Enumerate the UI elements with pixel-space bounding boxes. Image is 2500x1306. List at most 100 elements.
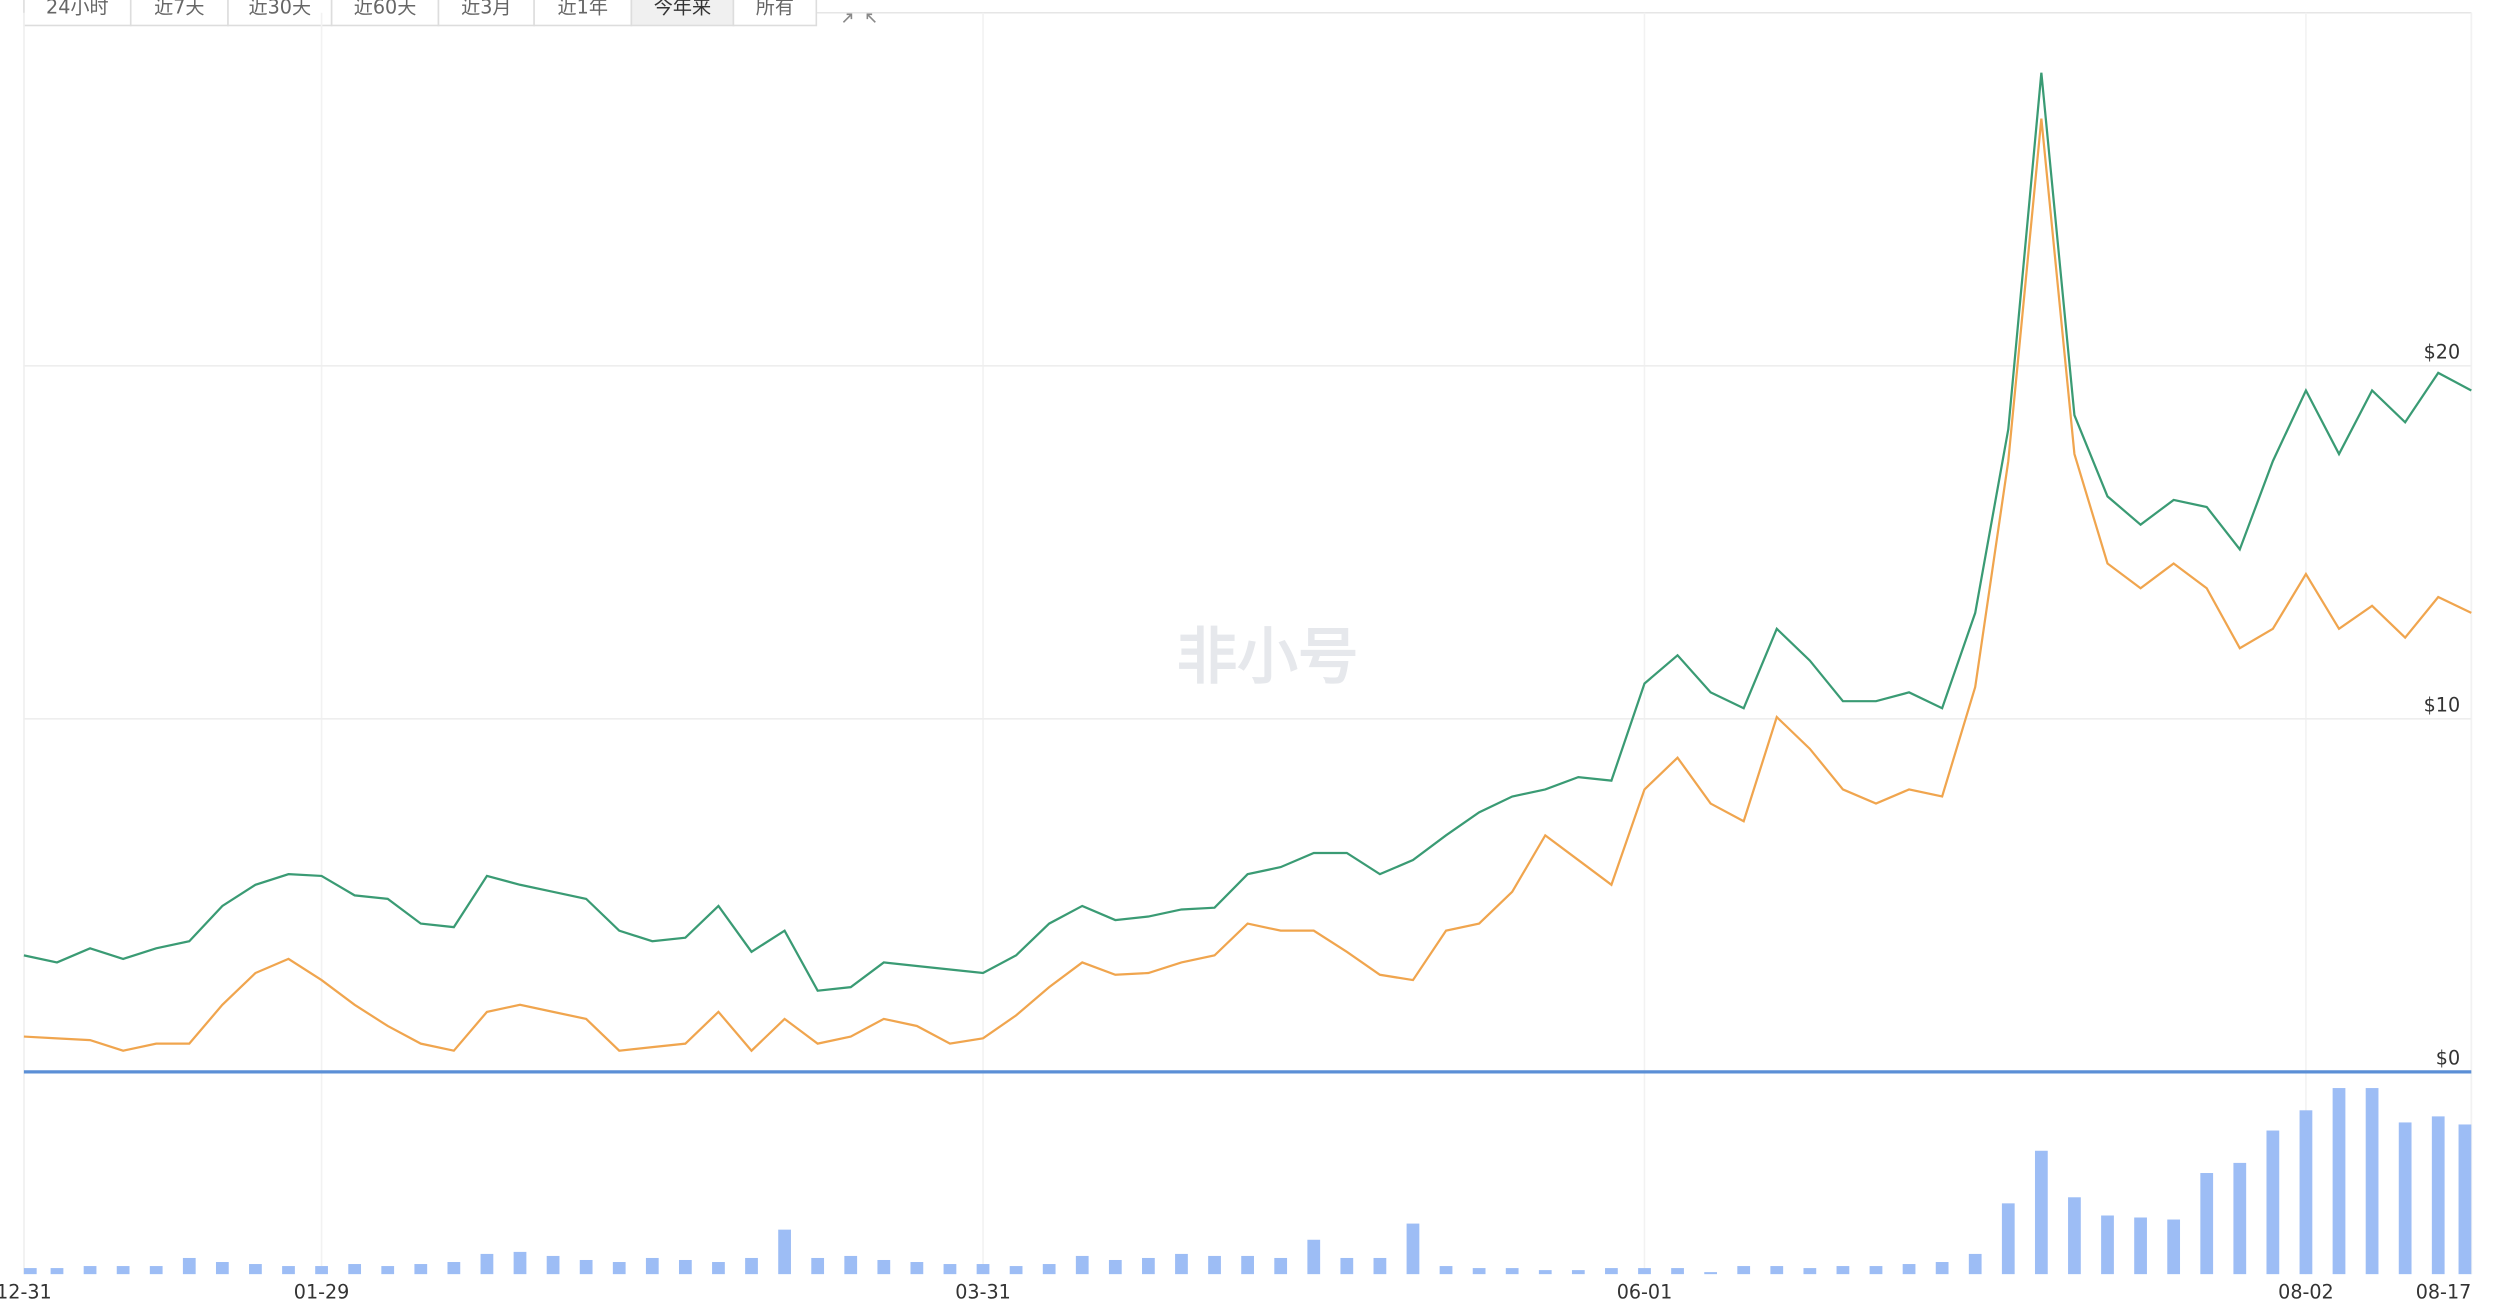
volume-bar	[1009, 1266, 1023, 1275]
x-tick-label: 08-17	[2416, 1281, 2472, 1304]
volume-bar	[645, 1257, 659, 1275]
tab-bg[interactable]	[227, 0, 333, 27]
volume-bar	[1803, 1268, 1817, 1275]
tab-bg[interactable]	[533, 0, 633, 27]
volume-bar	[1208, 1255, 1221, 1275]
volume-bar	[1605, 1268, 1618, 1275]
volume-bar	[2398, 1122, 2412, 1275]
volume-bar	[1472, 1268, 1486, 1275]
volume-bar	[215, 1262, 229, 1275]
volume-bar	[2365, 1088, 2379, 1275]
volume-bar	[1274, 1257, 1288, 1275]
volume-bar	[447, 1262, 461, 1275]
y-tick-label: $10	[2424, 694, 2461, 717]
range-tab[interactable]: 近1年	[533, 0, 633, 27]
volume-bar	[414, 1264, 428, 1275]
range-tab[interactable]: 近7天	[129, 0, 229, 27]
volume-bar	[116, 1266, 130, 1275]
line-series	[23, 118, 2472, 1053]
x-tick-label: 01-29	[294, 1281, 350, 1304]
volume-bar	[315, 1266, 328, 1275]
volume-bar	[2034, 1150, 2048, 1275]
volume-bar	[811, 1257, 825, 1275]
tab-label[interactable]: 近3月	[461, 0, 511, 18]
tab-bg[interactable]	[437, 0, 535, 27]
volume-bar	[2134, 1217, 2147, 1275]
volume-bar	[2001, 1203, 2015, 1275]
volume-bar	[778, 1229, 791, 1275]
tab-label[interactable]: 所有	[756, 0, 794, 18]
tab-label[interactable]: 近7天	[154, 0, 204, 18]
tab-bg[interactable]	[732, 0, 818, 27]
x-tick-label: 06-01	[1617, 1281, 1673, 1304]
volume-bar	[976, 1264, 990, 1275]
volume-bar	[2068, 1197, 2081, 1275]
volume-bar	[282, 1266, 295, 1275]
volume-bar	[579, 1259, 593, 1275]
volume-bar	[1737, 1266, 1751, 1275]
volume-bar	[745, 1257, 758, 1275]
volume-bar	[249, 1264, 262, 1275]
volume-bar	[1042, 1264, 1056, 1275]
volume-bar	[2101, 1215, 2114, 1275]
volume-bar	[1869, 1266, 1883, 1275]
tab-bg[interactable]	[330, 0, 440, 27]
volume-bar	[1836, 1266, 1850, 1275]
volume-bar	[2431, 1116, 2445, 1275]
volume-bar	[877, 1259, 891, 1275]
volume-bar	[1902, 1264, 1916, 1275]
volume-bar	[1142, 1257, 1155, 1275]
tab-label[interactable]: 近30天	[249, 0, 312, 18]
tab-label[interactable]: 今年来	[654, 0, 711, 18]
volume-bar	[943, 1264, 957, 1275]
volume-bar	[2266, 1130, 2280, 1275]
volume-bar	[2332, 1088, 2346, 1275]
volume-bar	[1704, 1272, 1718, 1275]
volume-bar	[1307, 1239, 1321, 1275]
volume-bar	[1505, 1268, 1519, 1275]
volume-bar	[1571, 1270, 1585, 1275]
range-tab[interactable]: 所有	[732, 0, 818, 27]
volume-bar	[2233, 1162, 2247, 1275]
volume-bar	[2458, 1124, 2472, 1275]
tab-label[interactable]: 近60天	[354, 0, 417, 18]
volume-bar	[1638, 1268, 1651, 1275]
y-tick-label: $20	[2424, 341, 2461, 364]
volume-bar	[2200, 1173, 2214, 1275]
volume-bar	[1935, 1262, 1949, 1275]
tab-label[interactable]: 24小时	[46, 0, 109, 18]
range-tab[interactable]: 24小时	[23, 0, 132, 27]
volume-bar	[844, 1255, 858, 1275]
watermark: 非小号	[1177, 623, 1359, 693]
volume-bar	[1108, 1259, 1122, 1275]
range-tab[interactable]: 近30天	[227, 0, 333, 27]
volume-bar	[1968, 1253, 1982, 1275]
volume-bar	[50, 1268, 64, 1275]
range-tab[interactable]: 近3月	[437, 0, 535, 27]
volume-bar	[381, 1266, 395, 1275]
volume-bar	[1340, 1257, 1354, 1275]
volume-bar	[612, 1262, 626, 1275]
volume-bar	[1770, 1266, 1784, 1275]
volume-bar	[182, 1257, 196, 1275]
volume-bar	[2299, 1110, 2313, 1275]
volume-bar	[480, 1253, 494, 1275]
volume-bar	[1241, 1255, 1254, 1275]
range-tab[interactable]: 近60天	[330, 0, 440, 27]
volume-bar	[910, 1262, 924, 1275]
y-tick-label: $0	[2436, 1047, 2460, 1070]
line-series	[23, 72, 2472, 992]
volume-bar	[348, 1264, 362, 1275]
volume-bar	[83, 1266, 97, 1275]
tab-bg[interactable]	[129, 0, 229, 27]
tab-bg[interactable]	[23, 0, 132, 27]
volume-bar	[149, 1266, 163, 1275]
volume-bar	[1439, 1266, 1453, 1275]
volume-bar	[712, 1262, 725, 1275]
volume-bar	[1373, 1257, 1387, 1275]
zoom-icon[interactable]	[842, 13, 876, 23]
tab-label[interactable]: 近1年	[558, 0, 608, 18]
range-tab[interactable]: 今年来	[630, 0, 735, 27]
x-tick-label: 08-02	[2278, 1281, 2334, 1304]
